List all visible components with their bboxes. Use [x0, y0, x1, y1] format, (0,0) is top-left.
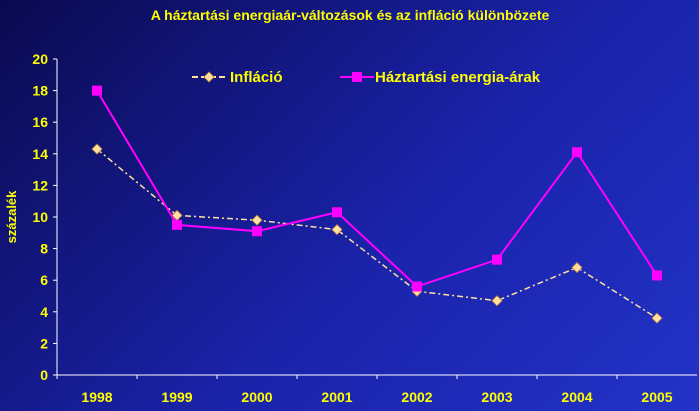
y-tick-label: 10 [32, 209, 48, 225]
x-tick-label: 2005 [641, 389, 672, 405]
x-tick-label: 2003 [481, 389, 512, 405]
legend-label: Infláció [230, 69, 283, 86]
data-point [571, 261, 583, 274]
y-tick-label: 2 [40, 335, 48, 351]
data-point [492, 254, 502, 265]
series-inflacio [91, 143, 663, 324]
x-tick-label: 1999 [161, 389, 192, 405]
legend-marker [203, 71, 215, 83]
data-point [92, 85, 102, 96]
legend-label: Háztartási energia-árak [375, 69, 541, 86]
data-point [572, 147, 582, 158]
chart-title: A háztartási energiaár-változások és az … [151, 7, 550, 23]
data-point [332, 207, 342, 218]
x-tick-label: 2000 [241, 389, 272, 405]
y-tick-label: 20 [32, 51, 48, 67]
data-point [652, 270, 662, 281]
data-point [91, 143, 103, 155]
legend-marker [352, 72, 362, 82]
data-point [491, 295, 503, 307]
series-line [96, 90, 658, 288]
data-point [252, 226, 262, 237]
series-line [96, 148, 658, 319]
x-tick-label: 2001 [321, 389, 352, 405]
x-tick-label: 1998 [81, 389, 112, 405]
data-point [651, 312, 663, 324]
y-tick-label: 12 [32, 177, 48, 193]
y-tick-label: 8 [40, 241, 48, 257]
x-tick-label: 2004 [561, 389, 592, 405]
y-tick-label: 6 [40, 272, 48, 288]
series-energia-arak [92, 85, 662, 292]
y-tick-label: 14 [32, 146, 48, 162]
y-tick-label: 16 [32, 114, 48, 130]
legend: Infláció Háztartási energia-árak [192, 69, 541, 86]
data-point [412, 281, 422, 292]
data-point [331, 224, 343, 236]
y-tick-label: 18 [32, 83, 48, 99]
data-point [251, 214, 263, 226]
y-tick-label: 4 [40, 304, 48, 320]
x-tick-label: 2002 [401, 389, 432, 405]
y-tick-label: 0 [40, 367, 48, 383]
y-axis-label: százalék [4, 190, 19, 244]
data-point [172, 219, 182, 230]
